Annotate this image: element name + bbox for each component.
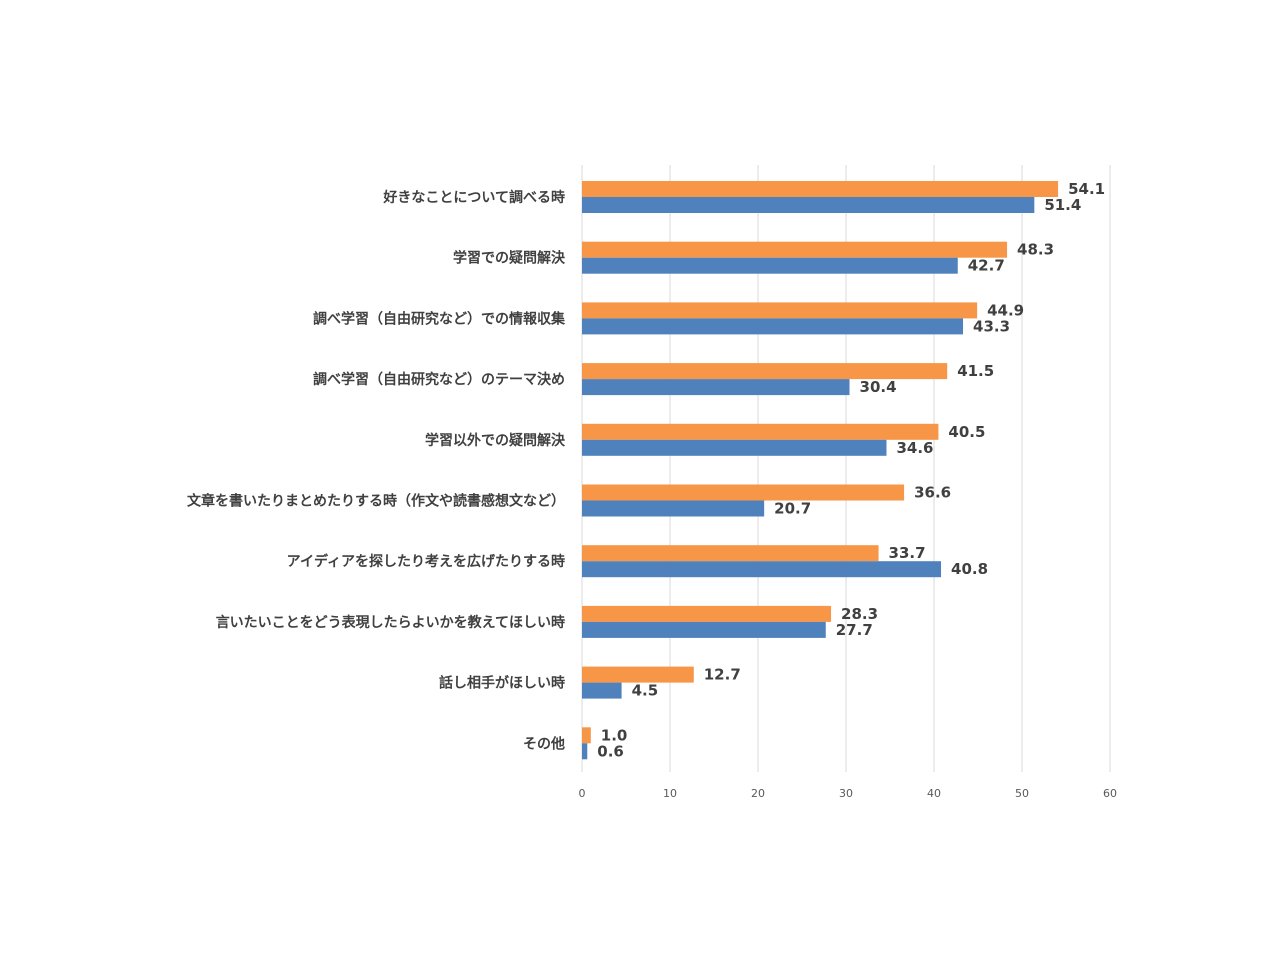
bar-series-2 (582, 500, 765, 517)
data-label: 40.5 (948, 423, 985, 441)
category-label: 調べ学習（自由研究など）のテーマ決め (313, 371, 565, 388)
bar-series-1 (582, 727, 591, 744)
category-label: 文章を書いたりまとめたりする時（作文や読書感想文など） (187, 493, 565, 510)
x-tick-label: 40 (927, 787, 941, 800)
data-label: 1.0 (601, 726, 628, 744)
data-label: 44.9 (987, 301, 1024, 319)
data-label: 42.7 (968, 257, 1005, 275)
category-label: 好きなことについて調べる時 (382, 189, 565, 206)
category-label: 学習以外での疑問解決 (425, 432, 566, 449)
category-label: 学習での疑問解決 (453, 250, 566, 267)
x-tick-label: 30 (839, 787, 853, 800)
data-label: 28.3 (841, 605, 878, 623)
bar-series-1 (582, 423, 939, 440)
bar-series-2 (582, 257, 958, 274)
category-label: 調べ学習（自由研究など）での情報収集 (313, 310, 566, 327)
bar-series-2 (582, 621, 826, 638)
x-tick-label: 20 (751, 787, 765, 800)
bar-series-1 (582, 181, 1059, 197)
data-label: 54.1 (1068, 180, 1105, 198)
x-tick-label: 50 (1015, 787, 1029, 800)
data-label: 20.7 (774, 500, 811, 518)
category-label: その他 (523, 735, 565, 752)
data-label: 30.4 (860, 378, 897, 396)
data-label: 43.3 (973, 317, 1010, 335)
bar-series-2 (582, 379, 850, 396)
x-tick-label: 0 (579, 787, 586, 800)
bar-series-2 (582, 682, 622, 699)
bar-series-1 (582, 363, 948, 380)
data-label: 33.7 (889, 544, 926, 562)
bar-series-1 (582, 484, 905, 501)
bar-series-1 (582, 666, 694, 683)
bar-series-2 (582, 318, 964, 335)
x-tick-label: 10 (663, 787, 677, 800)
category-label: 言いたいことをどう表現したらよいかを教えてほしい時 (216, 614, 565, 631)
bar-series-2 (582, 197, 1035, 213)
data-label: 48.3 (1017, 241, 1054, 259)
bar-series-2 (582, 561, 942, 578)
category-label: 話し相手がほしい時 (439, 675, 565, 692)
bar-series-2 (582, 439, 887, 456)
data-label: 34.6 (896, 439, 933, 457)
x-tick-label: 60 (1103, 787, 1117, 800)
category-label: アイディアを探したり考えを広げたりする時 (287, 553, 565, 570)
data-label: 41.5 (957, 362, 994, 380)
bar-series-2 (582, 743, 588, 760)
data-label: 4.5 (632, 682, 659, 700)
bar-series-1 (582, 241, 1008, 258)
data-label: 51.4 (1044, 196, 1081, 214)
bar-series-1 (582, 605, 832, 622)
bar-series-1 (582, 545, 879, 562)
data-label: 40.8 (951, 560, 988, 578)
data-label: 12.7 (704, 666, 741, 684)
data-label: 36.6 (914, 484, 951, 502)
bar-series-1 (582, 302, 978, 319)
data-label: 27.7 (836, 621, 873, 639)
data-label: 0.6 (597, 742, 624, 760)
